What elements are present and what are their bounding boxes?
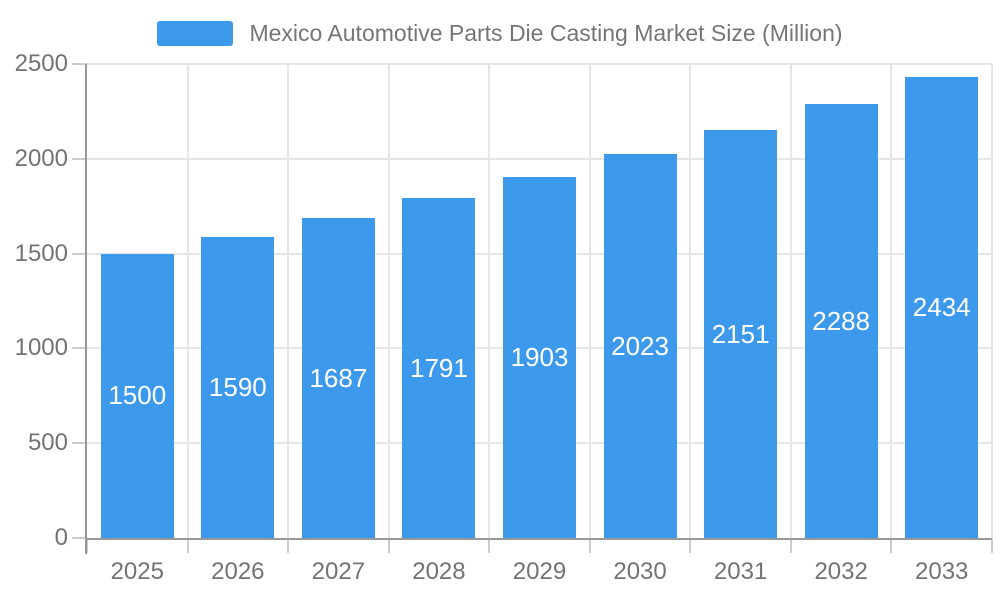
bar-value-label: 1791 [410,352,468,383]
x-axis-line [86,538,992,540]
x-axis-tick [387,538,390,553]
y-axis-label: 0 [54,524,68,551]
bar-value-label: 2151 [711,318,770,349]
bar-2032[interactable]: 2288 [804,104,878,538]
x-axis-tick [488,538,491,553]
gridline-vertical [890,64,893,538]
x-axis-label: 2033 [915,558,969,585]
bar-2033[interactable]: 2434 [905,76,979,538]
gridline-vertical [186,64,189,538]
y-axis-tick [72,442,87,445]
y-axis-label: 1000 [14,334,68,362]
bar-2031[interactable]: 2151 [704,130,778,538]
y-axis-label: 2500 [14,50,68,77]
gridline-vertical [488,64,491,538]
y-axis-tick [72,537,87,539]
x-axis-label: 2027 [311,558,366,585]
gridline-vertical [689,64,692,538]
x-axis-tick [86,538,88,553]
legend-swatch[interactable] [157,20,234,46]
gridline-vertical [991,64,993,538]
bar-2029[interactable]: 1903 [503,177,576,538]
y-axis-label: 500 [27,429,68,457]
gridline-horizontal [87,63,992,65]
x-axis-label: 2026 [211,558,265,585]
bar-2028[interactable]: 1791 [402,198,476,538]
gridline-vertical [387,64,390,538]
y-axis-tick [72,347,87,350]
x-axis-label: 2030 [613,558,667,585]
gridline-vertical [588,64,591,538]
y-axis-label: 1500 [14,239,68,267]
bar-value-label: 1903 [510,342,569,373]
gridline-vertical [287,64,290,538]
x-axis-tick [186,538,189,553]
y-axis-tick [72,157,87,160]
bar-2025[interactable]: 1500 [100,253,174,538]
bar-2026[interactable]: 1590 [201,236,275,538]
bar-value-label: 1590 [208,371,267,402]
bar-value-label: 2288 [812,305,871,336]
gridline-vertical [789,64,792,538]
x-axis-label: 2032 [814,558,868,585]
bar-2030[interactable]: 2023 [603,154,677,538]
y-axis-tick [72,252,87,255]
y-axis-tick [72,63,87,65]
y-axis-line [85,64,87,554]
bar-2027[interactable]: 1687 [301,218,375,538]
x-axis-tick [789,538,792,553]
gridline-horizontal [87,157,992,160]
x-axis-label: 2028 [412,558,466,585]
x-axis-tick [287,538,290,553]
legend-item[interactable]: Mexico Automotive Parts Die Casting Mark… [0,15,1000,51]
bar-value-label: 2434 [912,291,971,322]
x-axis-tick [689,538,692,553]
bar-value-label: 1687 [309,362,368,393]
x-axis-label: 2025 [110,558,164,585]
y-axis-label: 2000 [14,144,68,172]
legend-label: Mexico Automotive Parts Die Casting Mark… [249,19,843,46]
x-axis-tick [890,538,893,553]
x-axis-label: 2031 [713,558,768,585]
bar-value-label: 1500 [108,380,167,411]
x-axis-tick [588,538,591,553]
x-axis-label: 2029 [512,558,567,585]
bar-value-label: 2023 [611,330,669,361]
x-axis-tick [991,538,993,553]
